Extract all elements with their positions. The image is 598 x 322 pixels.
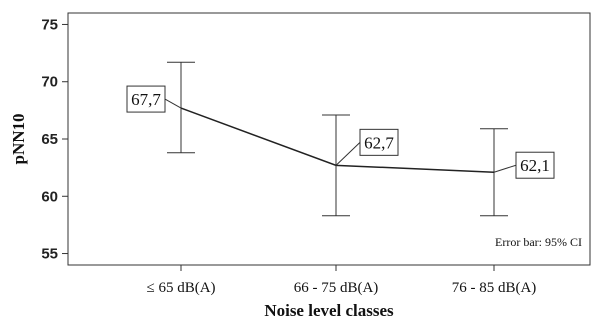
y-tick-label: 65 xyxy=(41,131,58,148)
data-label-leader xyxy=(335,141,361,166)
series-line xyxy=(180,107,495,173)
data-label: 62,7 xyxy=(364,133,394,152)
data-label: 67,7 xyxy=(131,90,161,109)
data-label-box xyxy=(359,128,399,156)
data-label-box xyxy=(515,151,555,179)
plot-frame xyxy=(67,12,591,266)
y-tick-label: 75 xyxy=(41,16,58,33)
x-tick-label: 76 - 85 dB(A) xyxy=(452,280,537,296)
error-bar-note: Error bar: 95% CI xyxy=(495,235,582,249)
data-labels: 67,7 62,7 62,1 xyxy=(126,85,555,179)
x-tick-label: ≤ 65 dB(A) xyxy=(146,280,215,296)
y-tick-label: 70 xyxy=(41,74,58,91)
y-axis: 55 60 65 70 75 xyxy=(41,16,68,263)
y-tick-label: 60 xyxy=(41,188,58,205)
data-label-leader xyxy=(164,98,182,109)
y-tick-label: 55 xyxy=(41,246,58,263)
data-label-box xyxy=(126,85,166,113)
x-tick-label: 66 - 75 dB(A) xyxy=(294,280,379,296)
x-axis: ≤ 65 dB(A) 66 - 75 dB(A) 76 - 85 dB(A) xyxy=(146,265,536,296)
data-label-leader xyxy=(493,164,517,173)
error-bars xyxy=(167,61,508,217)
data-label: 62,1 xyxy=(520,156,550,175)
x-axis-title: Noise level classes xyxy=(264,301,394,320)
y-axis-title: pNN10 xyxy=(9,113,28,164)
